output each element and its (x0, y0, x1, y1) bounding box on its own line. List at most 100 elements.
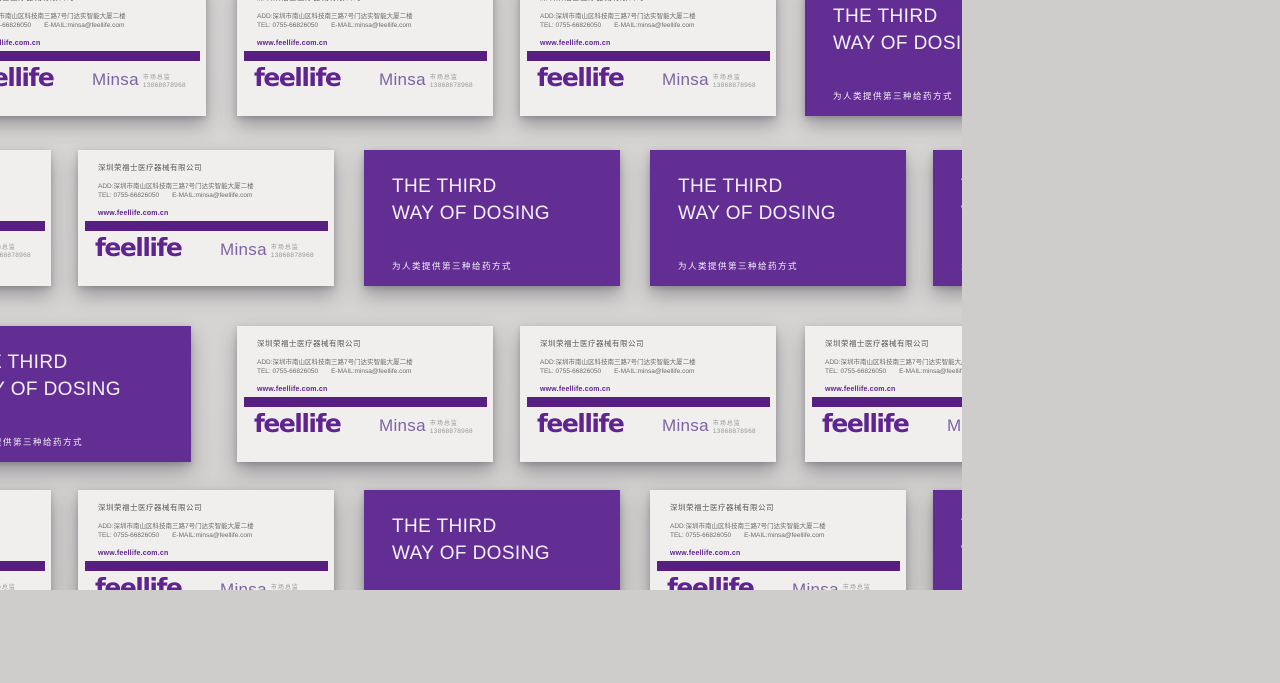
email-address: E-MAIL:minsa@feellife.com (744, 532, 825, 540)
tel-number: TEL: 0755-66826050 (540, 22, 602, 30)
website-url: www.feellife.com.cn (540, 39, 611, 47)
feellife-logo: feellife (667, 573, 755, 590)
contact-name: Minsa (92, 70, 139, 89)
headline: THE THIRD WAY OF DOSING (833, 4, 962, 57)
brand-stripe (85, 221, 328, 231)
contact-title: 市场总监 (142, 75, 171, 81)
business-card-front: 深圳荣福士医疗器械有限公司 ADD:深圳市南山区科技南三路7号门达实智能大厦二楼… (520, 326, 776, 462)
company-name: 深圳荣福士医疗器械有限公司 (825, 339, 929, 348)
contact-info-block: 深圳荣福士医疗器械有限公司 ADD:深圳市南山区科技南三路7号门达实智能大厦二楼… (98, 162, 324, 217)
brand-stripe (244, 397, 487, 407)
contact-info-block: 深圳荣福士医疗器械有限公司 ADD:深圳市南山区科技南三路7号门达实智能大厦二楼… (540, 0, 766, 47)
address-line: ADD:深圳市南山区科技南三路7号门达实智能大厦二楼 (0, 13, 126, 20)
company-name: 深圳荣福士医疗器械有限公司 (0, 162, 41, 173)
headline-line1: THE THIRD (392, 516, 497, 537)
headline-line2: WAY OF DOSING (961, 541, 962, 568)
tagline: 为人类提供第三种给药方式 (0, 437, 84, 447)
feellife-logo: feellife (537, 409, 625, 438)
headline: THE THIRD WAY OF DOSING (0, 350, 121, 403)
tagline: 为人类提供第三种给药方式 (678, 261, 799, 271)
tel-email-line: TEL: 0755-66826050 E-MAIL:minsa@feellife.… (98, 191, 324, 200)
contact-name: Minsa (662, 416, 709, 435)
contact-info-block: 深圳荣福士医疗器械有限公司 ADD:深圳市南山区科技南三路7号门达实智能大厦二楼… (0, 0, 196, 47)
business-card-front: 深圳荣福士医疗器械有限公司 ADD:深圳市南山区科技南三路7号门达实智能大厦二楼… (520, 0, 776, 116)
business-card-back: THE THIRD WAY OF DOSING 为人类提供第三种给药方式 (650, 150, 906, 286)
contact-title: 市场总监 (429, 421, 458, 427)
brand-stripe (657, 561, 900, 571)
headline: THE THIRD WAY OF DOSING (392, 514, 550, 567)
email-address: E-MAIL:minsa@feellife.com (331, 368, 412, 376)
tel-email-line: TEL: 0755-66826050 E-MAIL:minsa@feellife.… (670, 531, 896, 540)
business-card-front: 深圳荣福士医疗器械有限公司 ADD:深圳市南山区科技南三路7号门达实智能大厦二楼… (237, 326, 493, 462)
contact-info-block: 深圳荣福士医疗器械有限公司 ADD:深圳市南山区科技南三路7号门达实智能大厦二楼… (540, 338, 766, 393)
website-url: www.feellife.com.cn (540, 385, 611, 393)
headline-line1: THE THIRD (392, 176, 497, 197)
email-address: E-MAIL:minsa@feellife.com (614, 22, 695, 30)
headline: THE THIRD WAY OF DOSING (678, 174, 836, 227)
brand-stripe (812, 397, 962, 407)
contact-info-block: 深圳荣福士医疗器械有限公司 ADD:深圳市南山区科技南三路7号门达实智能大厦二楼… (257, 338, 483, 393)
tel-email-line: TEL: 0755-66826050E-MAIL:minsa@feellife.… (0, 531, 41, 540)
headline: THE THIRD WAY OF DOSING (961, 514, 962, 567)
feellife-logo: feellife (537, 63, 625, 92)
tel-number: TEL: 0755-66826050 (540, 368, 602, 376)
address-line: ADD:深圳市南山区科技南三路7号门达实智能大厦二楼 (540, 13, 696, 20)
contact-name: Minsa (220, 240, 267, 259)
address-line: ADD:深圳市南山区科技南三路7号门达实智能大厦二楼 (670, 523, 826, 530)
headline-line1: THE THIRD (961, 514, 962, 541)
website-url: www.feellife.com.cn (98, 549, 169, 557)
business-card-front: 深圳荣福士医疗器械有限公司 ADD:深圳市南山区科技南三路7号门达实智能大厦二楼… (78, 490, 334, 590)
company-name: 深圳荣福士医疗器械有限公司 (257, 339, 361, 348)
email-address: E-MAIL:minsa@feellife.com (899, 368, 962, 376)
headline: THE THIRD WAY OF DOSING (392, 174, 550, 227)
feellife-logo: feellife (95, 573, 183, 590)
tel-email-line: TEL: 0755-66826050E-MAIL:minsa@feellife.… (0, 191, 41, 200)
contact-name: Minsa (379, 416, 426, 435)
business-card-back: THE THIRD WAY OF DOSING 为人类提供第三种给药方式 (805, 0, 962, 116)
brand-stripe (527, 397, 770, 407)
email-address: E-MAIL:minsa@feellife.com (331, 22, 412, 30)
contact-name: Minsa (379, 70, 426, 89)
brand-stripe (244, 51, 487, 61)
contact-info-block: 深圳荣福士医疗器械有限公司 ADD:深圳市南山区科技南三路7号门达实智能大厦二楼… (98, 502, 324, 557)
contact-name: Minsa (947, 416, 962, 435)
business-card-front: 深圳荣福士医疗器械有限公司 ADD:深圳市南山区科技南三路7号门达实智能大厦二楼… (0, 150, 51, 286)
contact-info-block: 深圳荣福士医疗器械有限公司 ADD:深圳市南山区科技南三路7号门达实智能大厦二楼… (0, 162, 41, 217)
contact-info-block: 深圳荣福士医疗器械有限公司 ADD:深圳市南山区科技南三路7号门达实智能大厦二楼… (825, 338, 962, 393)
contact-title: 市场总监 (0, 585, 16, 590)
headline-line1: THE THIRD (678, 176, 783, 197)
email-address: E-MAIL:minsa@feellife.com (172, 192, 253, 200)
address-line: ADD:深圳市南山区科技南三路7号门达实智能大厦二楼 (540, 359, 696, 366)
headline-line2: WAY OF DOSING (961, 201, 962, 228)
address-line: ADD:深圳市南山区科技南三路7号门达实智能大厦二楼 (0, 182, 41, 191)
tel-number: TEL: 0755-66826050 (98, 192, 160, 200)
business-card-back: THE THIRD WAY OF DOSING 为人类提供第三种给药方式 (0, 326, 191, 462)
feellife-logo: feellife (95, 233, 183, 262)
brand-stripe (527, 51, 770, 61)
company-name: 深圳荣福士医疗器械有限公司 (540, 339, 644, 348)
contact-phone: 13868878968 (142, 82, 186, 89)
tel-number: TEL: 0755-66826050 (670, 532, 732, 540)
headline-line2: WAY OF DOSING (392, 542, 550, 564)
business-card-back: THE THIRD WAY OF DOSING 为人类提供第三种给药方式 (364, 490, 620, 590)
feellife-logo: feellife (254, 63, 342, 92)
website-url: www.feellife.com.cn (670, 549, 741, 557)
email-address: E-MAIL:minsa@feellife.com (614, 368, 695, 376)
website-url: www.feellife.com.cn (825, 385, 896, 393)
business-card-back: THE THIRD WAY OF DOSING 为人类提供第三种给药方式 (933, 150, 962, 286)
contact-phone: 13868878968 (270, 252, 314, 259)
tel-email-line: TEL: 0755-66826050 E-MAIL:minsa@feellife.… (540, 367, 766, 376)
website-url: www.feellife.com.cn (98, 209, 169, 217)
